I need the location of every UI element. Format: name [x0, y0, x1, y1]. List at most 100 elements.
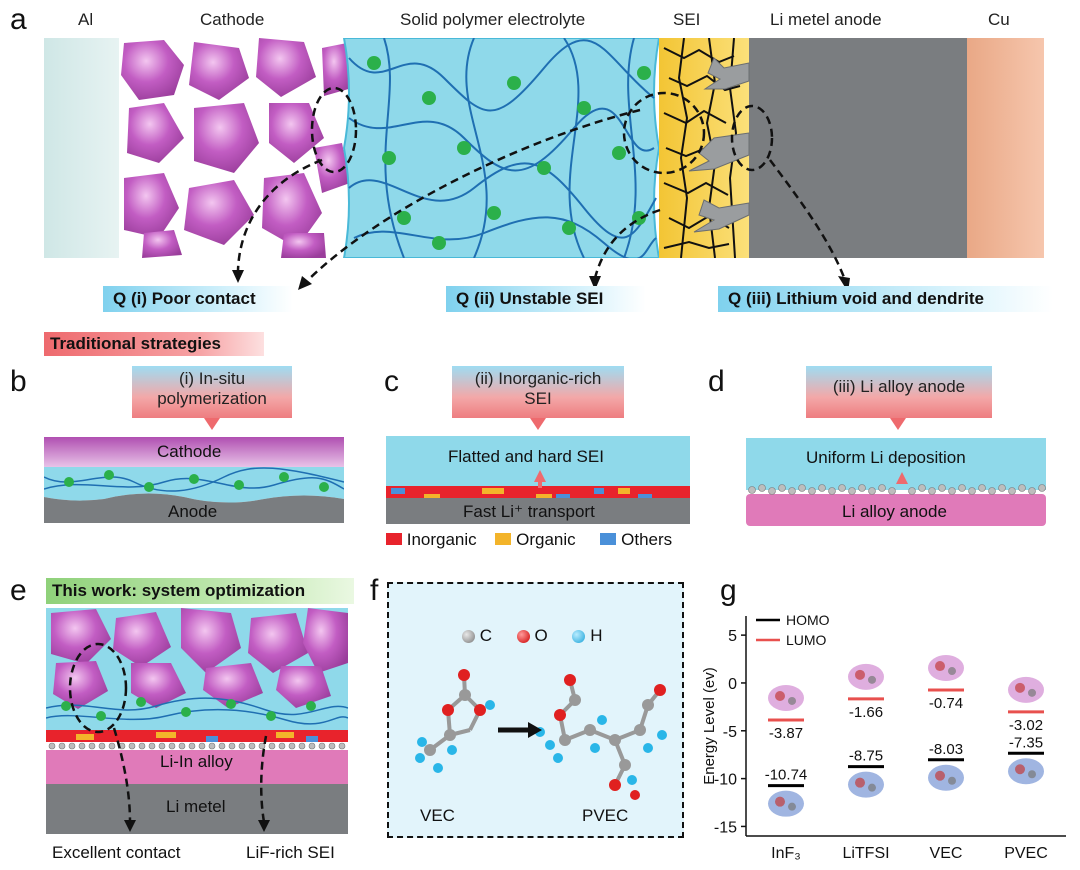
b-cathode: [44, 437, 344, 467]
c-sei-patches: [391, 488, 652, 500]
al-layer: [44, 38, 119, 258]
electrolyte-beads: [367, 56, 651, 250]
panel-b-schematic: [44, 437, 344, 523]
d-alloy: [746, 494, 1046, 526]
orbital-blob: [1008, 676, 1044, 703]
orbital-blob: [768, 684, 804, 711]
atom-dot: [1015, 682, 1025, 693]
orbital-blob: [848, 663, 884, 690]
y-tick-label: 0: [728, 676, 737, 693]
atom-dot: [948, 776, 956, 785]
strategy-in-situ-line2: polymerization: [157, 389, 267, 408]
traditional-strategies-banner: Traditional strategies: [44, 332, 264, 356]
strategy-li-alloy: (iii) Li alloy anode: [806, 366, 992, 418]
atom-oxygen-label: O: [534, 626, 548, 645]
panel-label-e: e: [10, 574, 27, 607]
arrow-down-c: [530, 418, 546, 430]
legend-label-homo: HOMO: [786, 612, 830, 628]
b-cathode-label: Cathode: [157, 442, 222, 461]
y-tick-label: -5: [723, 724, 737, 741]
panel-label-b: b: [10, 365, 27, 398]
panel-label-c: c: [384, 365, 399, 398]
e-note-contact: Excellent contact: [52, 843, 181, 862]
layer-label-al: Al: [78, 10, 94, 29]
panel-label-g: g: [720, 574, 737, 607]
question-poor-contact: Q (i) Poor contact: [103, 286, 293, 312]
c-sei-red: [386, 486, 690, 498]
c-legend: Inorganic Organic Others: [386, 530, 672, 550]
level-label-homo: -10.74: [765, 767, 808, 784]
atom-dot: [855, 777, 865, 788]
question-unstable-sei: Q (ii) Unstable SEI: [446, 286, 646, 312]
y-tick-label: -10: [714, 772, 737, 789]
panel-c-schematic: [386, 436, 690, 524]
x-tick-label: InF₃: [771, 845, 801, 862]
f-pvec-label: PVEC: [582, 806, 629, 825]
strategy-in-situ: (i) In-situ polymerization: [132, 366, 292, 418]
this-work-banner: This work: system optimization: [46, 578, 354, 604]
atom-dot: [855, 669, 865, 680]
highlight-ellipses: [310, 86, 774, 175]
atom-dot: [775, 690, 785, 701]
level-label-lumo: -3.87: [769, 725, 803, 742]
orbital-blob: [928, 764, 964, 791]
arrow-down-b: [204, 418, 220, 430]
b-anode-label: Anode: [168, 502, 218, 521]
y-tick-label: -15: [714, 819, 737, 836]
strategy-inorganic-line1: (ii) Inorganic-rich: [474, 369, 602, 388]
x-tick-label: LiTFSI: [842, 845, 889, 862]
panel-e-schematic: [46, 608, 348, 834]
c-anode: [386, 498, 690, 524]
atom-dot: [935, 661, 945, 672]
legend-organic: Organic: [516, 530, 576, 549]
e-metal-label: Li metel: [166, 797, 226, 816]
e-cathode-particles: [51, 608, 348, 709]
e-note-lif: LiF-rich SEI: [246, 843, 335, 862]
atom-hydrogen-label: H: [590, 626, 603, 645]
layer-label-cathode: Cathode: [200, 10, 265, 29]
legend-others: Others: [621, 530, 673, 549]
anode-layer: [749, 38, 967, 258]
legend-label-lumo: LUMO: [786, 632, 827, 648]
y-axis-label: Energy Level (ev): [701, 667, 718, 785]
atom-carbon-icon: [462, 630, 475, 644]
legend-inorganic: Inorganic: [406, 530, 477, 549]
y-tick-label: 5: [728, 628, 737, 645]
atom-dot: [788, 696, 796, 705]
atom-dot: [788, 802, 796, 811]
x-tick-label: VEC: [930, 845, 963, 862]
b-electrolyte: [44, 467, 344, 503]
level-label-homo: -8.03: [929, 741, 963, 758]
level-label-lumo: -3.02: [1009, 717, 1043, 734]
orbital-blob: [928, 655, 964, 682]
e-sei: [46, 730, 348, 742]
strategy-inorganic-line2: SEI: [524, 389, 552, 408]
x-tick-label: PVEC: [1004, 845, 1048, 862]
dendrites: [688, 57, 750, 233]
polymer-chains: [348, 38, 657, 258]
strategy-inorganic-sei: (ii) Inorganic-rich SEI: [452, 366, 624, 418]
d-alloy-label: Li alloy anode: [842, 502, 947, 521]
atom-dot: [868, 675, 876, 684]
orbital-blob: [1008, 758, 1044, 785]
energy-level-chart: 5 0 -5 -10 -15 Energy Level (ev) InF₃ LiTFSI VEC…: [701, 612, 1066, 862]
atom-hydrogen-icon: [572, 630, 586, 644]
panel-label-d: d: [708, 365, 725, 398]
c-transport-label: Fast Li⁺ transport: [463, 502, 595, 521]
d-electrolyte: [746, 438, 1046, 490]
e-alloy-label: Li-In alloy: [160, 752, 233, 771]
c-sei-label: Flatted and hard SEI: [448, 447, 604, 466]
atom-oxygen-icon: [516, 630, 530, 644]
question-lithium-void: Q (iii) Lithium void and dendrite: [718, 286, 1053, 312]
f-legend: C O H: [462, 626, 602, 646]
strategy-li-alloy-text: (iii) Li alloy anode: [832, 377, 966, 396]
atom-dot: [868, 783, 876, 792]
question-arrows: [232, 108, 850, 292]
atom-carbon-label: C: [479, 626, 493, 645]
molecule-drawing: [415, 669, 667, 800]
atom-dot: [948, 667, 956, 676]
cu-layer: [967, 38, 1044, 258]
orbital-blobs: [768, 655, 1044, 817]
b-anode: [44, 493, 344, 523]
d-deposition-label: Uniform Li deposition: [806, 448, 966, 467]
